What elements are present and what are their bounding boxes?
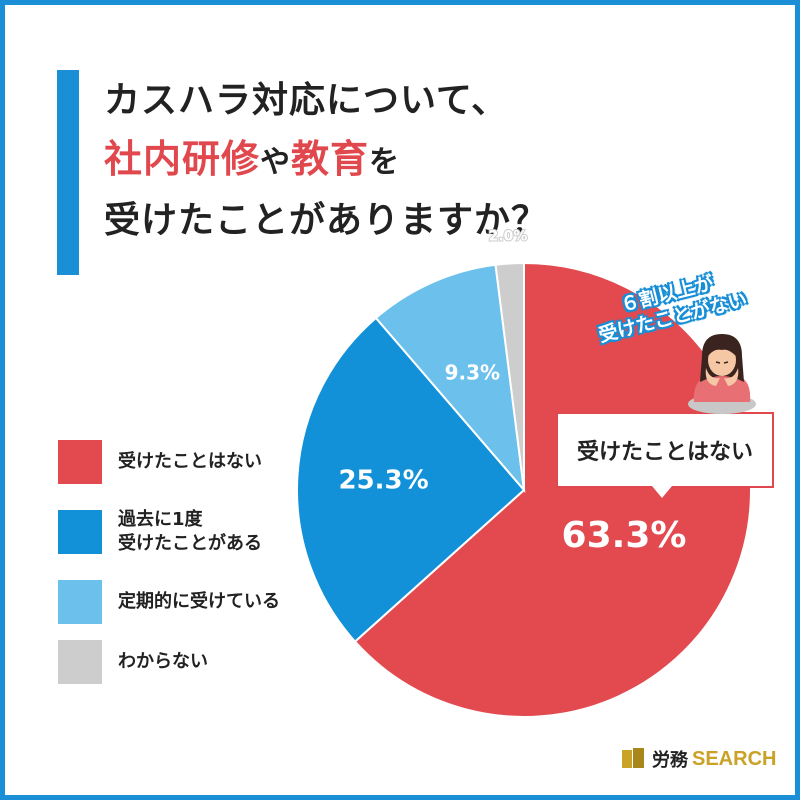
callout-text: 受けたことはない <box>576 440 753 465</box>
pie-slice-1 <box>353 261 752 718</box>
title-emphasis-education: 教育 <box>291 137 370 181</box>
worried-woman-illustration <box>688 334 756 414</box>
legend-swatch-4 <box>58 640 102 684</box>
pie-slice-3 <box>374 263 526 494</box>
legend-label-3: 定期的に受けている <box>118 591 280 612</box>
book-icon <box>622 748 644 768</box>
chart-title: カスハラ対応について、 社内研修や教育を 受けたことがありますか？ <box>104 72 704 250</box>
logo-search: SEARCH <box>692 747 777 770</box>
legend-swatch-2 <box>58 510 102 554</box>
legend-swatch-1 <box>58 440 102 484</box>
legend-swatch-3 <box>58 580 102 624</box>
slice-label-1: 63.3% <box>562 515 687 556</box>
title-particle-ya: や <box>260 145 292 180</box>
title-line-3: 受けたことがありますか？ <box>104 200 549 241</box>
brand-logo: 労務 SEARCH <box>620 744 776 774</box>
legend-label-2: 過去に1度 受けたことがある <box>118 509 262 554</box>
pie-slice-2 <box>296 316 526 643</box>
callout-box: 受けたことはない <box>556 412 774 488</box>
title-emphasis-training: 社内研修 <box>104 137 261 181</box>
logo-japanese: 労務 <box>652 750 688 771</box>
legend-item-3: 定期的に受けている <box>58 580 358 624</box>
title-accent-bar <box>57 70 79 275</box>
legend-item-1: 受けたことはない <box>58 440 358 484</box>
slice-label-2: 25.3% <box>338 465 428 495</box>
title-particle-wo: を <box>369 145 401 180</box>
legend-label-1: 受けたことはない <box>118 451 262 472</box>
title-line-1: カスハラ対応について、 <box>104 80 509 121</box>
pie-slice-4 <box>494 261 525 491</box>
legend-item-2: 過去に1度 受けたことがある <box>58 509 358 554</box>
legend-item-4: わからない <box>58 640 358 684</box>
title-line-2: 社内研修や教育を <box>104 130 704 192</box>
callout-tail <box>652 486 672 498</box>
slice-label-3: 9.3% <box>445 360 500 384</box>
slice-label-4: 2.0% <box>489 228 528 244</box>
legend-label-4: わからない <box>118 651 208 672</box>
